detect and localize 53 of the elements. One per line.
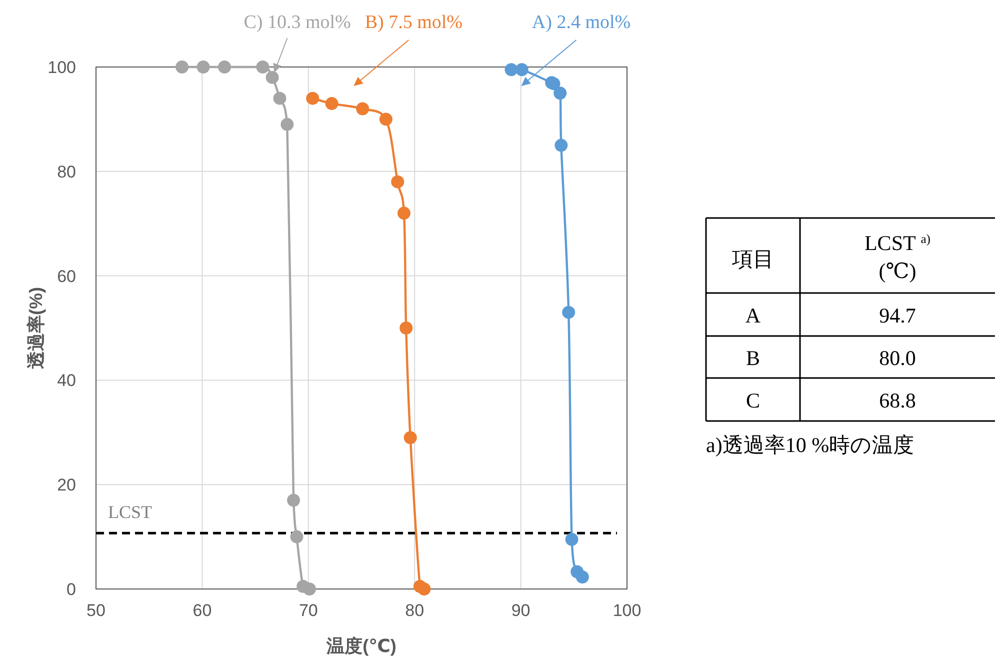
point (266, 70, 279, 84)
point (397, 206, 410, 220)
y-tick-label: 0 (66, 580, 76, 599)
point (400, 322, 413, 334)
point (218, 60, 231, 74)
y-tick-label: 100 (48, 58, 76, 77)
text: LCST $^{a)}$ (℃) (864, 231, 931, 283)
text: 94.7 (879, 304, 916, 328)
x-tick-label: 100 (612, 601, 642, 620)
category-label: C (746, 388, 760, 412)
x-tick-label: 90 (511, 601, 530, 620)
point (287, 494, 300, 507)
point (280, 118, 294, 131)
point (306, 92, 320, 105)
point (418, 582, 431, 596)
point (554, 138, 568, 152)
text: B) 7.5 mol% (364, 12, 463, 33)
point (562, 306, 576, 319)
y-tick-label: 40 (57, 371, 76, 390)
text: A) 2.4 mol% (532, 12, 631, 33)
y-tick-label: 20 (57, 476, 76, 495)
x-tick-label: 50 (86, 601, 106, 620)
x-tick-label: 60 (192, 601, 212, 620)
ref-line-label: LCST (108, 502, 152, 522)
point (196, 60, 210, 74)
point (554, 86, 567, 100)
category-label: B (746, 346, 760, 370)
point (176, 60, 189, 74)
text: a)透過率10 %時の温度 (706, 433, 914, 457)
point (273, 92, 286, 105)
point (391, 175, 404, 188)
annotation: C) 10.3 mol% (244, 12, 352, 33)
text: 80.0 (879, 346, 916, 370)
category-label: A (745, 304, 762, 328)
point (256, 60, 270, 74)
x-tick-label: 70 (298, 601, 318, 620)
text: 68.8 (879, 388, 916, 412)
point (290, 530, 304, 544)
point (565, 532, 578, 546)
point (356, 102, 370, 116)
point (302, 582, 316, 596)
point (379, 112, 392, 126)
point (325, 97, 338, 110)
y-tick-label: 60 (57, 266, 76, 286)
point (515, 63, 528, 76)
text: 項目 (731, 247, 774, 271)
point (404, 431, 417, 444)
x-axis-title: 温度(℃) (326, 636, 396, 656)
point (576, 570, 589, 584)
y-tick-label: 80 (57, 162, 76, 182)
x-tick-label: 80 (405, 601, 424, 620)
y-axis-title: 透過率(%) (26, 287, 46, 370)
point (504, 63, 518, 76)
